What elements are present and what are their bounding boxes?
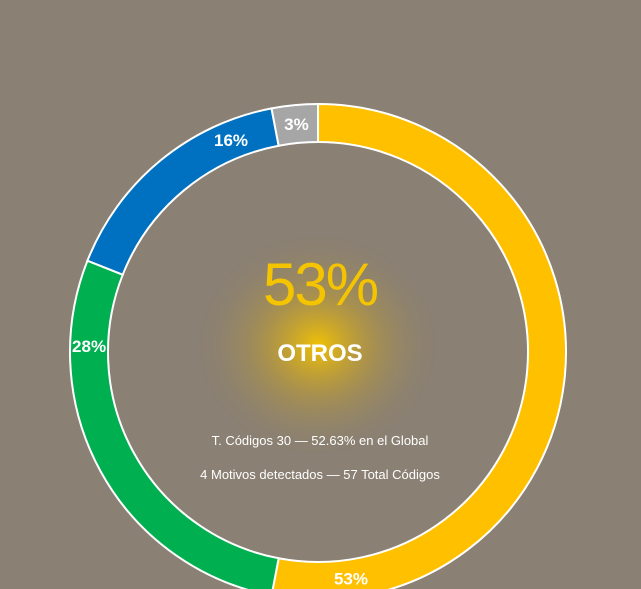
donut-slice-3 — [270, 102, 319, 147]
center-info-motives: 4 Motivos detectados — 57 Total Códigos — [200, 467, 440, 482]
donut-slices — [69, 102, 567, 589]
donut-slice-0 — [271, 102, 567, 589]
donut-slice-label-2: 16% — [214, 131, 248, 150]
center-info-codes: T. Códigos 30 — 52.63% en el Global — [211, 433, 429, 448]
center-category-label: OTROS — [277, 340, 363, 367]
center-glow — [193, 230, 443, 460]
center-percent: 53% — [262, 251, 379, 318]
donut-slice-label-0: 53% — [334, 570, 368, 589]
donut-slice-label-3: 3% — [284, 115, 309, 134]
donut-slice-labels: 53% 28% 16% 3% — [72, 115, 368, 589]
donut-slice-label-1: 28% — [72, 337, 106, 356]
